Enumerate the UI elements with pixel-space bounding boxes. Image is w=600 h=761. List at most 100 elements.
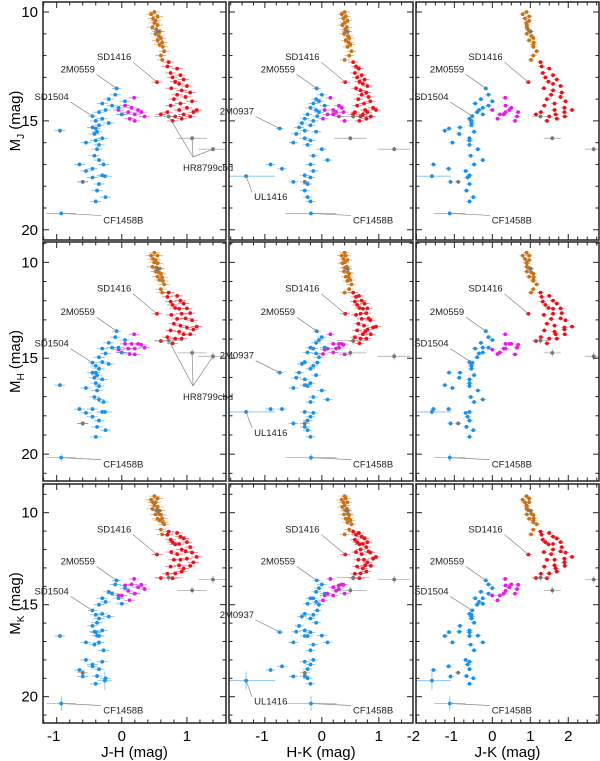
marker bbox=[311, 642, 316, 647]
marker bbox=[314, 373, 319, 378]
point-magenta bbox=[126, 105, 138, 110]
marker bbox=[490, 108, 495, 112]
marker bbox=[360, 542, 365, 546]
marker bbox=[181, 301, 186, 306]
marker bbox=[501, 112, 506, 117]
marker bbox=[314, 108, 319, 112]
marker bbox=[503, 95, 508, 100]
annotation-leader-line bbox=[96, 316, 117, 332]
marker bbox=[331, 108, 336, 112]
marker bbox=[472, 620, 476, 625]
marker bbox=[520, 253, 525, 258]
marker bbox=[465, 175, 470, 180]
point-blue bbox=[302, 418, 313, 423]
annotation-label: SD1504 bbox=[414, 586, 448, 597]
marker bbox=[103, 428, 108, 433]
point-blue bbox=[96, 659, 108, 664]
point-orange bbox=[519, 497, 526, 502]
point-blue bbox=[305, 662, 316, 667]
panel-frame bbox=[415, 241, 600, 482]
marker bbox=[351, 575, 356, 580]
annotation-leader-line bbox=[255, 619, 280, 633]
marker bbox=[155, 29, 160, 34]
y-tick-label: 15 bbox=[21, 350, 38, 367]
point-orange bbox=[525, 258, 533, 262]
point-red bbox=[558, 90, 566, 95]
annotation-label: SD1416 bbox=[468, 52, 502, 63]
point-blue bbox=[116, 350, 128, 355]
marker bbox=[308, 105, 313, 110]
point-red bbox=[165, 86, 177, 91]
point-red bbox=[163, 290, 175, 295]
marker bbox=[516, 110, 521, 115]
marker bbox=[551, 306, 555, 311]
marker bbox=[342, 591, 347, 596]
annotation-label: CF1458B bbox=[353, 705, 393, 716]
marker bbox=[359, 298, 364, 303]
marker bbox=[319, 582, 324, 587]
point-blue bbox=[305, 175, 316, 180]
marker bbox=[300, 121, 304, 125]
marker bbox=[93, 199, 98, 204]
point-blue bbox=[116, 601, 128, 606]
marker bbox=[342, 532, 347, 537]
point-orange bbox=[340, 253, 351, 258]
marker bbox=[308, 681, 313, 686]
point-blue bbox=[302, 112, 313, 117]
point-red bbox=[543, 341, 551, 346]
point-blue bbox=[98, 400, 110, 404]
marker bbox=[106, 121, 111, 125]
marker bbox=[527, 253, 532, 258]
marker bbox=[100, 101, 105, 106]
point-blue bbox=[305, 648, 316, 653]
data-points bbox=[416, 10, 599, 216]
point-red bbox=[553, 336, 561, 341]
marker bbox=[92, 375, 97, 380]
marker bbox=[314, 129, 319, 134]
point-magenta bbox=[126, 582, 138, 587]
marker bbox=[113, 335, 118, 340]
point-blue bbox=[430, 162, 437, 167]
point-red bbox=[356, 92, 367, 97]
marker bbox=[97, 616, 101, 621]
marker bbox=[469, 366, 474, 371]
marker bbox=[352, 71, 357, 75]
annotation-leader-line bbox=[168, 340, 194, 387]
point-gray bbox=[342, 29, 353, 34]
marker bbox=[190, 99, 195, 104]
point-blue bbox=[91, 633, 103, 638]
point-red bbox=[168, 321, 180, 326]
point-blue bbox=[466, 667, 473, 671]
marker bbox=[486, 92, 491, 97]
marker bbox=[480, 112, 485, 117]
marker bbox=[356, 97, 361, 102]
marker bbox=[545, 557, 549, 562]
point-gray bbox=[152, 267, 164, 271]
point-red bbox=[561, 105, 568, 110]
marker bbox=[80, 179, 85, 184]
point-blue bbox=[470, 162, 478, 167]
point-red bbox=[561, 110, 568, 115]
point-orange bbox=[533, 522, 540, 527]
point-blue bbox=[474, 633, 482, 638]
marker bbox=[531, 44, 536, 49]
point-magenta bbox=[513, 114, 521, 119]
annotation-label: CF1458B bbox=[103, 215, 143, 226]
marker bbox=[531, 271, 536, 276]
marker bbox=[527, 18, 532, 23]
point-blue bbox=[472, 346, 479, 351]
marker bbox=[365, 560, 370, 565]
marker bbox=[317, 586, 321, 591]
point-red bbox=[355, 571, 366, 576]
point-blue bbox=[73, 162, 85, 167]
marker bbox=[513, 118, 517, 123]
point-2m0937 bbox=[91, 126, 101, 131]
marker bbox=[106, 614, 111, 619]
point-red bbox=[178, 301, 190, 306]
point-blue bbox=[91, 674, 103, 678]
point-red bbox=[352, 75, 363, 80]
point-blue bbox=[479, 397, 487, 402]
point-sd1504 bbox=[313, 114, 322, 119]
marker bbox=[319, 335, 324, 340]
point-blue bbox=[103, 614, 115, 619]
